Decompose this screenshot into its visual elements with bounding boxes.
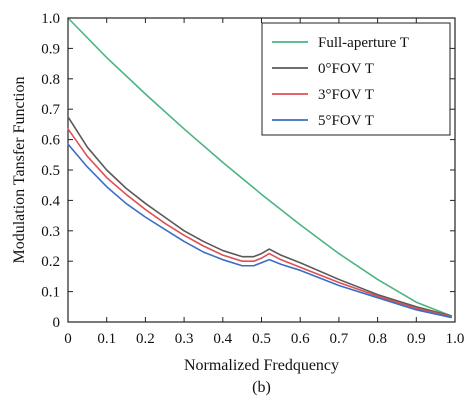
y-tick-label: 0.9 <box>41 41 60 57</box>
x-tick-label: 0.7 <box>330 331 349 347</box>
x-tick-labels: 0 0.1 0.2 0.3 0.4 0.5 0.6 0.7 0.8 0.9 1.0 <box>64 331 464 347</box>
y-tick-label: 0 <box>53 315 61 331</box>
x-tick-label: 0.3 <box>175 331 194 347</box>
x-tick-label: 1.0 <box>446 331 465 347</box>
figure-caption: (b) <box>252 379 271 396</box>
y-tick-label: 0.7 <box>41 102 60 118</box>
x-tick-label: 0.4 <box>213 331 232 347</box>
x-tick-label: 0.8 <box>368 331 387 347</box>
legend-label-1: 0°FOV T <box>318 61 374 77</box>
axis-ticks <box>67 17 456 323</box>
x-tick-label: 0.6 <box>291 331 310 347</box>
series-line-3 <box>67 143 452 319</box>
series-line-2 <box>67 128 452 318</box>
legend-label-3: 5°FOV T <box>318 113 374 129</box>
y-tick-label: 0.4 <box>41 193 60 209</box>
x-tick-label: 0.5 <box>252 331 271 347</box>
legend-label-0: Full-aperture T <box>318 35 409 51</box>
y-tick-label: 1.0 <box>41 11 60 27</box>
y-axis-title: Modulation Tansfer Function <box>11 76 28 263</box>
y-tick-label: 0.6 <box>41 133 60 149</box>
y-tick-label: 0.1 <box>41 285 60 301</box>
legend-label-2: 3°FOV T <box>318 87 374 103</box>
series-line-1 <box>67 116 452 317</box>
y-tick-label: 0.5 <box>41 163 60 179</box>
series-line-0 <box>67 17 452 317</box>
legend: Full-aperture T 0°FOV T 3°FOV T 5°FOV T <box>261 22 451 136</box>
y-tick-labels: 0 0.1 0.2 0.3 0.4 0.5 0.6 0.7 0.8 0.9 1.0 <box>41 11 60 331</box>
series-lines <box>67 17 452 319</box>
x-tick-label: 0.1 <box>97 331 116 347</box>
x-tick-label: 0.9 <box>407 331 426 347</box>
y-tick-label: 0.2 <box>41 254 60 270</box>
x-tick-label: 0.2 <box>136 331 155 347</box>
y-tick-label: 0.3 <box>41 224 60 240</box>
x-axis-title: Normalized Fredquency <box>184 357 339 374</box>
y-tick-label: 0.8 <box>41 72 60 88</box>
x-tick-label: 0 <box>64 331 72 347</box>
